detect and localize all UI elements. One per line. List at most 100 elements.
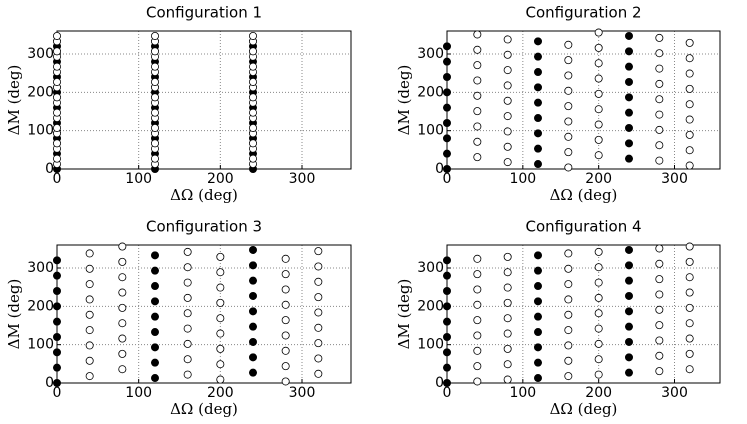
x-tick-label: 300	[289, 385, 316, 401]
open-point	[216, 268, 225, 277]
open-point	[216, 375, 225, 384]
y-tick-label: 300	[27, 260, 54, 276]
filled-point	[625, 31, 634, 40]
y-tick-label: 0	[45, 375, 54, 391]
open-point	[685, 288, 694, 297]
open-point	[216, 252, 225, 261]
filled-point	[625, 245, 634, 254]
open-point	[473, 377, 482, 386]
open-point	[473, 61, 482, 70]
filled-point	[442, 134, 451, 143]
filled-point	[442, 88, 451, 97]
filled-point	[442, 42, 451, 51]
open-point	[85, 310, 94, 319]
open-point	[281, 300, 290, 309]
filled-point	[625, 261, 634, 270]
filled-point	[150, 282, 159, 291]
y-tick-label: 100	[27, 123, 54, 139]
open-point	[655, 156, 664, 165]
open-point	[503, 81, 512, 90]
open-point	[248, 108, 257, 117]
open-point	[685, 115, 694, 124]
y-axis-label: ΔM (deg)	[5, 279, 23, 350]
open-point	[655, 49, 664, 58]
y-axis-label: ΔM (deg)	[5, 65, 23, 136]
x-tick-label: 0	[53, 385, 62, 401]
open-point	[53, 62, 62, 71]
open-point	[314, 369, 323, 378]
open-point	[150, 62, 159, 71]
filled-point	[534, 251, 543, 260]
open-point	[564, 310, 573, 319]
open-point	[685, 257, 694, 266]
open-point	[150, 154, 159, 163]
filled-point	[625, 154, 634, 163]
open-point	[118, 365, 127, 374]
open-point	[118, 319, 127, 328]
open-point	[150, 47, 159, 56]
open-point	[564, 132, 573, 141]
open-point	[685, 38, 694, 47]
open-point	[248, 47, 257, 56]
open-point	[85, 249, 94, 258]
filled-point	[53, 271, 62, 280]
open-point	[118, 288, 127, 297]
subplot: Configuration 4 ΔΩ (deg) ΔM (deg) 0 100 200 30…	[395, 218, 721, 418]
open-point	[473, 137, 482, 146]
x-axis-label: ΔΩ (deg)	[550, 186, 618, 204]
open-point	[503, 112, 512, 121]
open-point	[655, 125, 664, 134]
open-point	[564, 341, 573, 350]
open-point	[150, 77, 159, 86]
open-point	[183, 247, 192, 256]
filled-point	[442, 271, 451, 280]
open-point	[655, 321, 664, 330]
open-point	[685, 100, 694, 109]
open-point	[503, 283, 512, 292]
open-point	[655, 33, 664, 42]
filled-point	[53, 256, 62, 265]
open-point	[655, 351, 664, 360]
open-point	[503, 268, 512, 277]
open-point	[564, 71, 573, 80]
open-point	[118, 242, 127, 251]
subplot-title: Configuration 4	[525, 218, 641, 236]
open-point	[503, 96, 512, 105]
open-point	[594, 59, 603, 68]
y-tick-label: 100	[417, 337, 444, 353]
filled-point	[625, 291, 634, 300]
open-point	[685, 54, 694, 63]
plot-frame	[446, 30, 721, 170]
open-point	[281, 362, 290, 371]
filled-point	[534, 312, 543, 321]
open-point	[564, 372, 573, 381]
subplot: Configuration 2 ΔΩ (deg) ΔM (deg) 0 100 200 30…	[395, 4, 721, 204]
open-point	[473, 362, 482, 371]
y-tick-label: 200	[417, 84, 444, 100]
open-point	[564, 56, 573, 65]
open-point	[183, 339, 192, 348]
subplot-title: Configuration 2	[525, 4, 641, 22]
filled-point	[442, 363, 451, 372]
filled-point	[248, 261, 257, 270]
filled-point	[248, 322, 257, 331]
open-point	[685, 242, 694, 251]
filled-point	[150, 358, 159, 367]
filled-point	[534, 129, 543, 138]
open-point	[655, 141, 664, 150]
open-point	[248, 77, 257, 86]
filled-point	[53, 286, 62, 295]
open-point	[150, 123, 159, 132]
filled-point	[150, 328, 159, 337]
filled-point	[150, 266, 159, 275]
open-point	[594, 28, 603, 37]
y-axis-label: ΔM (deg)	[395, 279, 413, 350]
open-point	[473, 30, 482, 39]
open-point	[503, 329, 512, 338]
open-point	[53, 108, 62, 117]
open-point	[564, 249, 573, 258]
filled-point	[150, 297, 159, 306]
x-tick-label: 200	[207, 171, 234, 187]
subplot-title: Configuration 3	[146, 218, 262, 236]
open-point	[564, 280, 573, 289]
